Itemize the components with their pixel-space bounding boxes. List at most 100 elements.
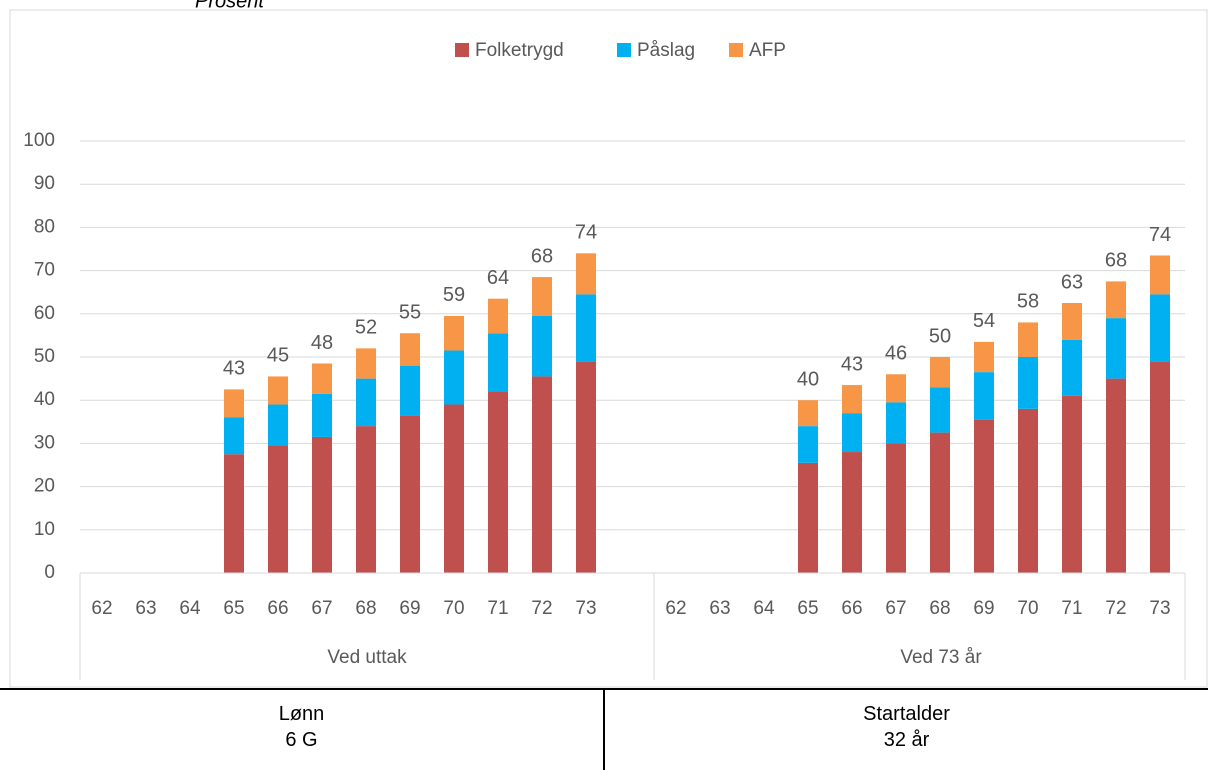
bar-segment (798, 462, 818, 573)
bar-segment (312, 436, 332, 573)
legend-label: Folketrygd (475, 40, 564, 61)
legend-swatch (617, 43, 631, 57)
bar-segment (400, 415, 420, 573)
y-axis-label: Prosent (195, 0, 265, 12)
total-label: 59 (443, 284, 465, 306)
bar-segment (312, 393, 332, 437)
table-cell: Lønn 6 G (0, 690, 603, 770)
bar-segment (400, 333, 420, 366)
y-tick-label: 50 (34, 346, 55, 367)
bar-segment (356, 348, 376, 379)
total-label: 48 (311, 332, 333, 354)
bar-segment (1018, 357, 1038, 409)
legend-swatch (455, 43, 469, 57)
bar-segment (444, 350, 464, 405)
bar-segment (444, 315, 464, 351)
x-tick-label: 62 (665, 598, 686, 619)
cell-text: Lønn (278, 703, 325, 725)
bar-segment (1062, 303, 1082, 340)
bar-segment (356, 378, 376, 427)
total-label: 55 (399, 302, 421, 324)
y-tick-label: 30 (34, 432, 55, 453)
cell-text: Startalder (863, 703, 950, 725)
x-tick-label: 66 (841, 598, 862, 619)
x-tick-label: 71 (1061, 598, 1082, 619)
bar-segment (886, 443, 906, 573)
bar-segment (974, 341, 994, 373)
bar-segment (1018, 322, 1038, 357)
bar-segment (842, 385, 862, 414)
bar-segment (444, 404, 464, 573)
bar-segment (842, 413, 862, 453)
table: Lønn 6 G Startalder 32 år (0, 688, 1208, 770)
x-tick-label: 65 (797, 598, 818, 619)
legend-label: AFP (749, 40, 786, 61)
bar-segment (1018, 408, 1038, 573)
bar-segment (532, 315, 552, 377)
bar-segment (576, 294, 596, 362)
bar-segment (798, 400, 818, 427)
bar-segment (974, 372, 994, 420)
x-tick-label: 63 (709, 598, 730, 619)
x-tick-label: 64 (179, 598, 201, 619)
y-tick-label: 20 (34, 476, 55, 497)
bar-segment (974, 419, 994, 573)
bar-segment (1106, 318, 1126, 379)
y-tick-label: 90 (34, 173, 55, 194)
x-tick-label: 70 (443, 598, 464, 619)
bar-segment (268, 404, 288, 446)
bar-segment (400, 365, 420, 416)
x-tick-label: 68 (929, 598, 950, 619)
bar-segment (886, 374, 906, 403)
legend-swatch (729, 43, 743, 57)
table-cell: Startalder 32 år (603, 690, 1208, 770)
chart: Prosent 0 10 20 30 40 50 60 70 80 90 100 Ved uttak V… (9, 0, 1208, 688)
bar-segment (1150, 361, 1170, 573)
y-tick-label: 40 (34, 389, 55, 410)
total-label: 43 (841, 353, 863, 375)
bar-segment (1106, 378, 1126, 573)
bar-segment (1062, 395, 1082, 573)
bar-segment (268, 376, 288, 405)
bar-segment (576, 361, 596, 573)
bar-segment (488, 333, 508, 392)
bar-segment (930, 387, 950, 433)
x-tick-label: 66 (267, 598, 288, 619)
total-label: 74 (575, 222, 597, 244)
group-label: Ved 73 år (900, 647, 982, 668)
bar-segment (356, 426, 376, 573)
total-label: 68 (1105, 250, 1127, 272)
total-label: 58 (1017, 291, 1039, 313)
x-tick-label: 63 (135, 598, 156, 619)
bar-segment (930, 357, 950, 388)
bar-segment (532, 376, 552, 573)
total-label: 45 (267, 345, 289, 367)
x-tick-label: 69 (973, 598, 994, 619)
total-label: 50 (929, 325, 951, 347)
bar-segment (1150, 255, 1170, 295)
total-label: 43 (223, 358, 245, 380)
y-tick-label: 0 (44, 562, 55, 583)
x-tick-label: 70 (1017, 598, 1038, 619)
bar-segment (312, 363, 332, 394)
y-tick-label: 10 (34, 519, 55, 540)
bar-segment (224, 454, 244, 573)
x-tick-label: 72 (531, 598, 552, 619)
bar-segment (532, 277, 552, 316)
x-tick-label: 69 (399, 598, 420, 619)
bar-segment (930, 432, 950, 573)
total-label: 46 (885, 343, 907, 365)
bar-segment (842, 452, 862, 573)
bar-segment (488, 298, 508, 334)
total-label: 74 (1149, 224, 1171, 246)
x-tick-label: 65 (223, 598, 244, 619)
total-label: 64 (487, 267, 509, 289)
x-tick-label: 72 (1105, 598, 1126, 619)
bar-segment (798, 426, 818, 463)
x-tick-label: 73 (1149, 598, 1170, 619)
bar-segment (576, 253, 596, 295)
bar-segment (1106, 281, 1126, 319)
x-tick-label: 67 (885, 598, 906, 619)
y-tick-label: 70 (34, 260, 55, 281)
